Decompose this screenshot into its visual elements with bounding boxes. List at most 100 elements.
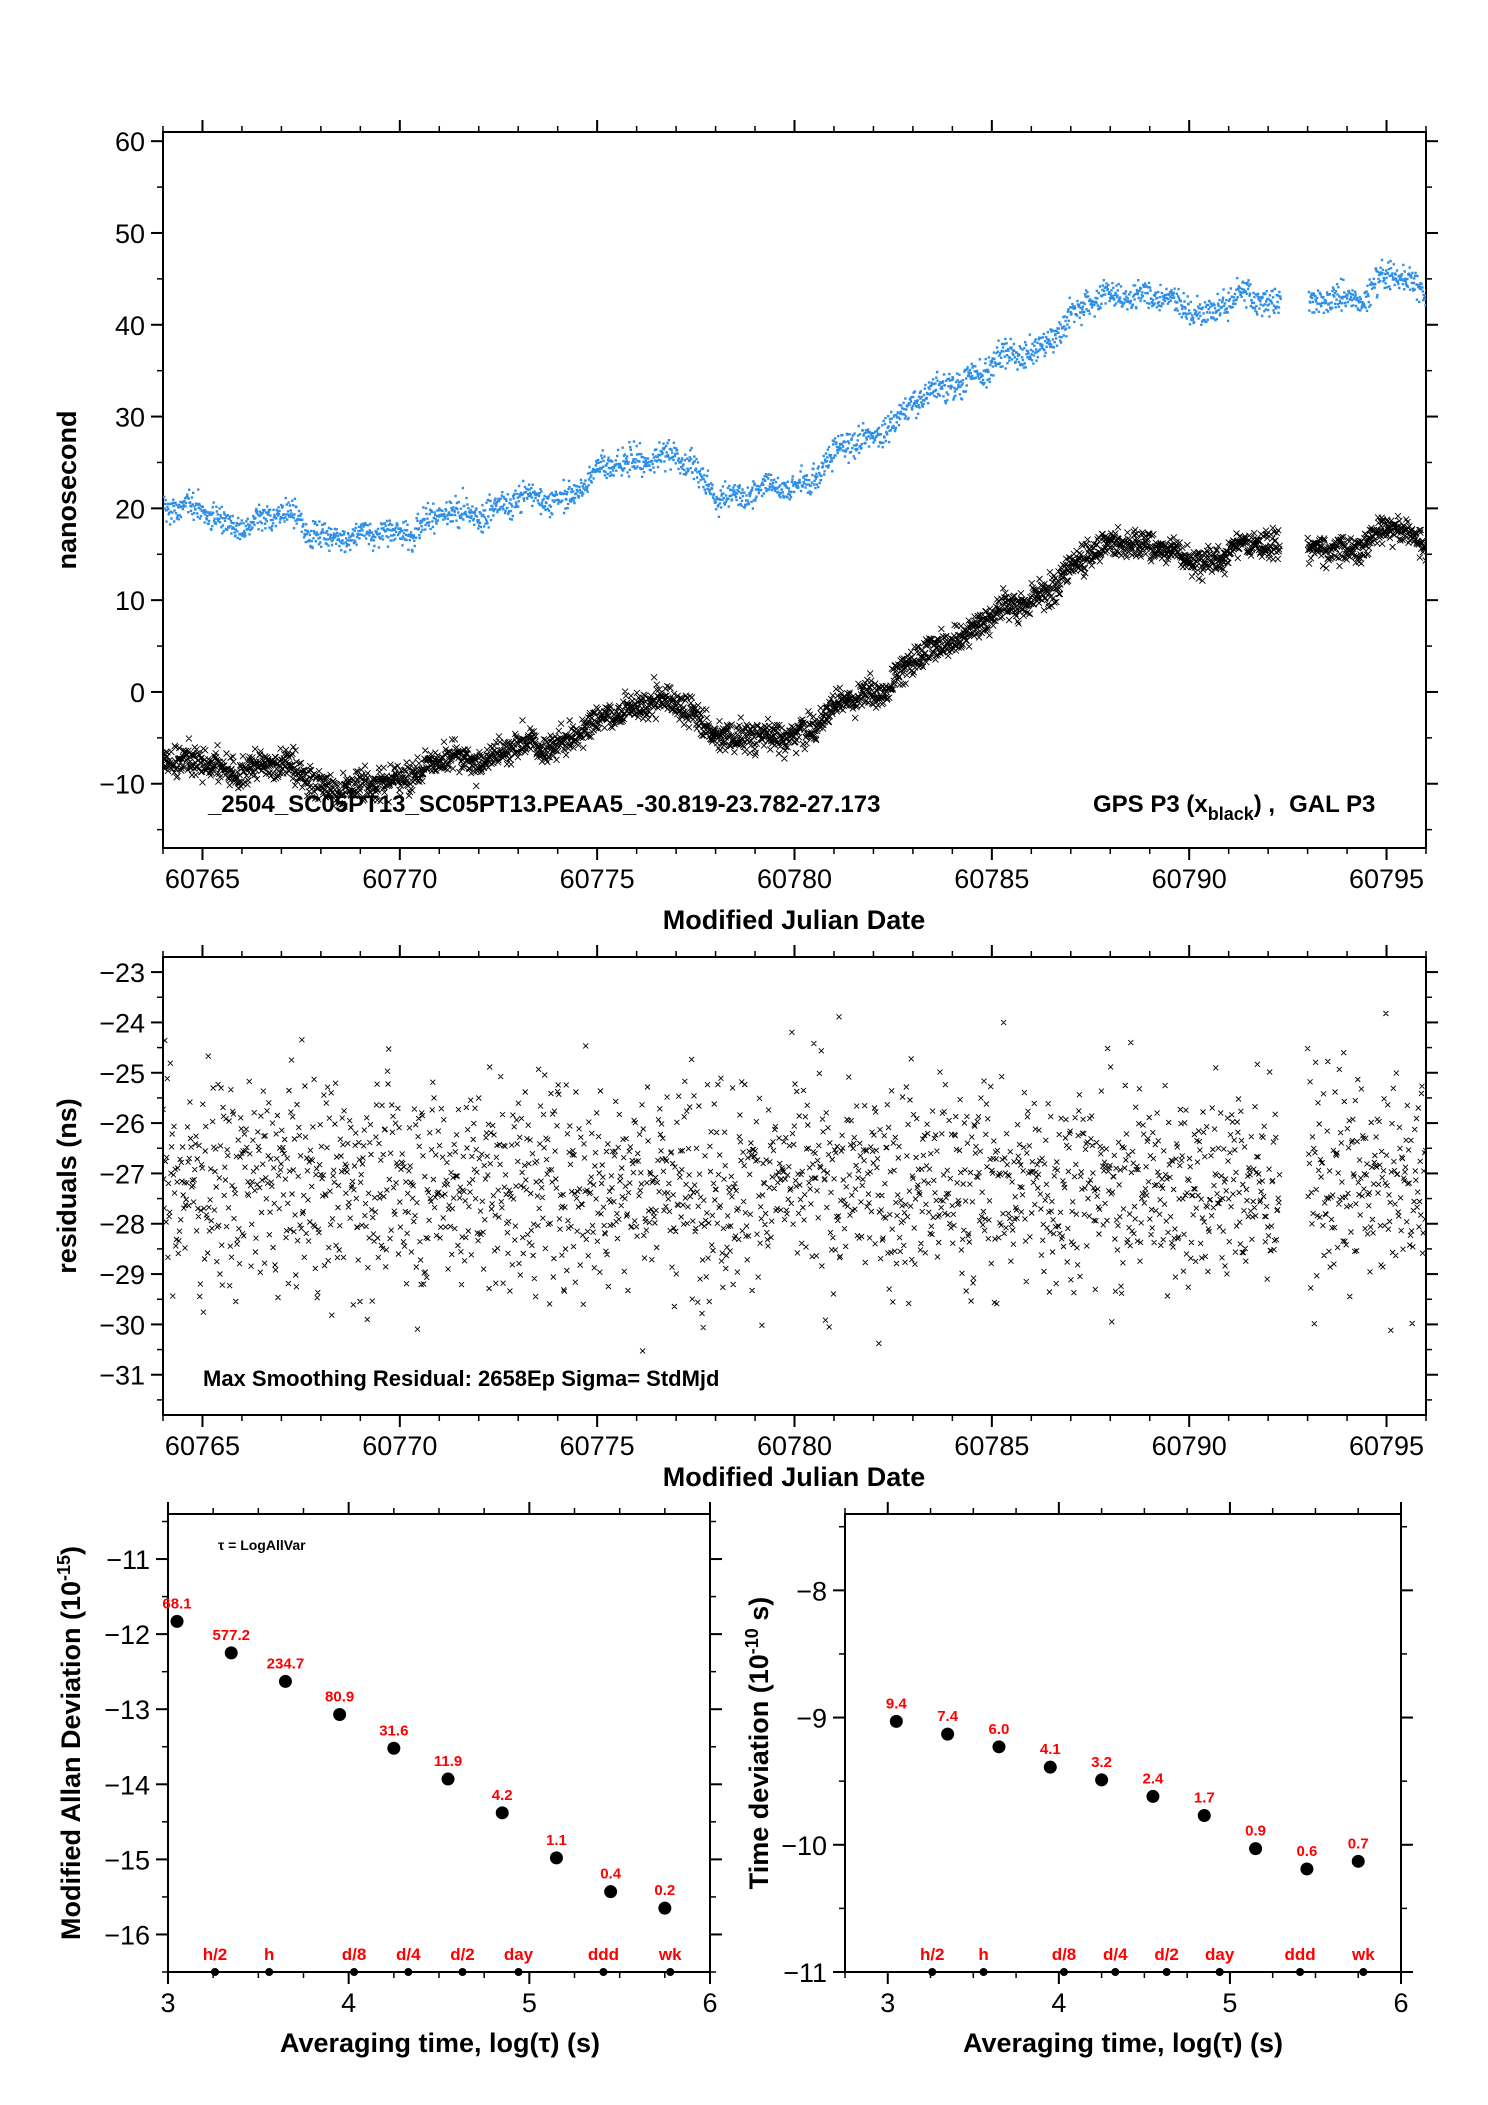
- tau-marker-label: wk: [658, 1945, 682, 1964]
- deviation-point: [1095, 1773, 1109, 1787]
- deviation-point-label: 3.2: [1091, 1754, 1112, 1771]
- deviation-point: [992, 1740, 1006, 1754]
- x-tick-label: 5: [522, 1988, 537, 2018]
- deviation-points: 9.4 7.4 6.0 4.1 3.2 2.4 1.7 0.9 0.6 0.7: [886, 1695, 1369, 1876]
- deviation-point-label: 577.2: [212, 1627, 250, 1644]
- y-axis-title: Time deviation (10-10 s): [742, 1597, 774, 1890]
- deviation-point-label: 0.2: [654, 1882, 675, 1899]
- y-tick-label: 30: [115, 403, 145, 433]
- deviation-point-label: 31.6: [379, 1722, 408, 1739]
- deviation-point: [658, 1901, 672, 1915]
- deviation-point: [170, 1614, 184, 1628]
- x-tick-label: 60790: [1152, 1431, 1227, 1461]
- gps-p3-series: [163, 512, 1426, 810]
- y-tick-label: −28: [99, 1210, 145, 1240]
- deviation-point-label: 9.4: [886, 1695, 908, 1712]
- x-axis-title: Modified Julian Date: [663, 1462, 926, 1492]
- y-tick-label: 60: [115, 127, 145, 157]
- deviation-point: [387, 1741, 401, 1755]
- y-tick-label: −10: [99, 770, 145, 800]
- y-tick-label: −11: [783, 1958, 827, 1988]
- residuals-panel: 60765 60770 60775 60780 60785 60790 60795 −31 −3…: [52, 945, 1438, 1492]
- tau-marker-label: d/8: [1052, 1945, 1077, 1964]
- y-tick-label: −15: [104, 1845, 150, 1875]
- x-tick-label: 60795: [1349, 864, 1424, 894]
- x-tick-label: 60790: [1152, 864, 1227, 894]
- deviation-point: [1249, 1842, 1263, 1856]
- y-tick-label: 10: [115, 586, 145, 616]
- deviation-point: [441, 1772, 455, 1786]
- y-tick-label: −24: [99, 1008, 145, 1038]
- y-tick-label: −10: [781, 1831, 827, 1861]
- x-tick-label: 60780: [757, 1431, 832, 1461]
- y-axis-title: Modified Allan Deviation (10-15): [54, 1546, 86, 1940]
- tau-marker-label: wk: [1351, 1945, 1375, 1964]
- deviation-point-label: 68.1: [162, 1595, 191, 1612]
- y-tick-label: −30: [99, 1310, 145, 1340]
- tau-marker: [666, 1968, 675, 1976]
- x-tick-label: 60785: [954, 864, 1029, 894]
- tau-marker-label: h/2: [203, 1945, 228, 1964]
- tau-markers: h/2 h d/8 d/4 d/2 day ddd wk: [920, 1945, 1375, 1976]
- y-tick-label: 20: [115, 494, 145, 524]
- deviation-point-label: 2.4: [1143, 1770, 1165, 1787]
- tau-marker: [458, 1968, 467, 1976]
- x-tick-label: 4: [1051, 1988, 1066, 2018]
- x-tick-label: 3: [160, 1988, 175, 2018]
- timeseries-panel: 60765 60770 60775 60780 60785 60790 60795 −10 0 1…: [52, 120, 1438, 935]
- y-tick-label: −8: [796, 1576, 827, 1606]
- deviation-points: 68.1 577.2 234.7 80.9 31.6 11.9 4.2 1.1 0.4 0.2: [162, 1595, 675, 1915]
- data-points: [163, 258, 1426, 810]
- deviation-point-label: 6.0: [989, 1721, 1010, 1738]
- y-tick-label: −23: [99, 958, 145, 988]
- y-tick-label: −31: [99, 1361, 145, 1391]
- y-tick-label: 50: [115, 219, 145, 249]
- x-tick-label: 6: [1393, 1988, 1408, 2018]
- tau-marker: [1296, 1968, 1305, 1976]
- tau-marker: [350, 1968, 359, 1976]
- deviation-point: [495, 1806, 509, 1820]
- tau-marker: [1059, 1968, 1068, 1976]
- tau-marker: [1111, 1968, 1120, 1976]
- x-tick-label: 60765: [165, 1431, 240, 1461]
- x-tick-label: 3: [880, 1988, 895, 2018]
- deviation-point-label: 0.9: [1245, 1823, 1266, 1840]
- y-tick-label: −11: [106, 1545, 150, 1575]
- deviation-point: [1146, 1789, 1160, 1803]
- x-axis-title: Averaging time, log(τ) (s): [280, 2028, 600, 2058]
- tau-marker: [1162, 1968, 1171, 1976]
- tau-marker: [1215, 1968, 1224, 1976]
- deviation-point-label: 4.1: [1040, 1741, 1061, 1758]
- y-tick-label: 40: [115, 311, 145, 341]
- y-tick-label: −13: [104, 1695, 150, 1725]
- deviation-point: [549, 1851, 563, 1865]
- deviation-point-label: 11.9: [434, 1753, 462, 1770]
- x-tick-label: 60765: [165, 864, 240, 894]
- x-tick-label: 6: [702, 1988, 717, 2018]
- deviation-point-label: 0.6: [1296, 1843, 1317, 1860]
- tau-marker: [514, 1968, 523, 1976]
- deviation-point: [1300, 1862, 1314, 1876]
- station-annotation: _2504_SC05PT13_SC05PT13.PEAA5_-30.819-23…: [207, 791, 1375, 824]
- tau-note: τ = LogAllVar: [218, 1537, 306, 1553]
- deviation-point: [278, 1674, 292, 1688]
- y-tick-label: −25: [99, 1059, 145, 1089]
- deviation-point: [604, 1885, 618, 1899]
- deviation-point: [1197, 1809, 1211, 1823]
- tau-marker-label: day: [504, 1945, 534, 1964]
- tau-markers: h/2 h d/8 d/4 d/2 day ddd wk: [203, 1945, 682, 1976]
- x-tick-label: 60775: [560, 1431, 635, 1461]
- tau-marker-label: d/2: [1154, 1945, 1179, 1964]
- x-axis-title: Averaging time, log(τ) (s): [963, 2028, 1283, 2058]
- deviation-point: [889, 1714, 903, 1728]
- tau-marker-label: d/8: [342, 1945, 367, 1964]
- x-tick-label: 60770: [362, 1431, 437, 1461]
- y-tick-label: −26: [99, 1109, 145, 1139]
- y-tick-label: −16: [104, 1920, 150, 1950]
- tau-marker: [210, 1968, 219, 1976]
- residual-annotation: Max Smoothing Residual: 2658Ep Sigma= St…: [203, 1366, 719, 1391]
- data-points: [163, 1010, 1426, 1354]
- deviation-point-label: 80.9: [325, 1688, 354, 1705]
- allan-deviation-panel: 3 4 5 6 −16 −15 −14 −13 −12 −11 68.1 577.2 234.7 80.9…: [54, 1502, 722, 2058]
- y-tick-label: −12: [104, 1620, 150, 1650]
